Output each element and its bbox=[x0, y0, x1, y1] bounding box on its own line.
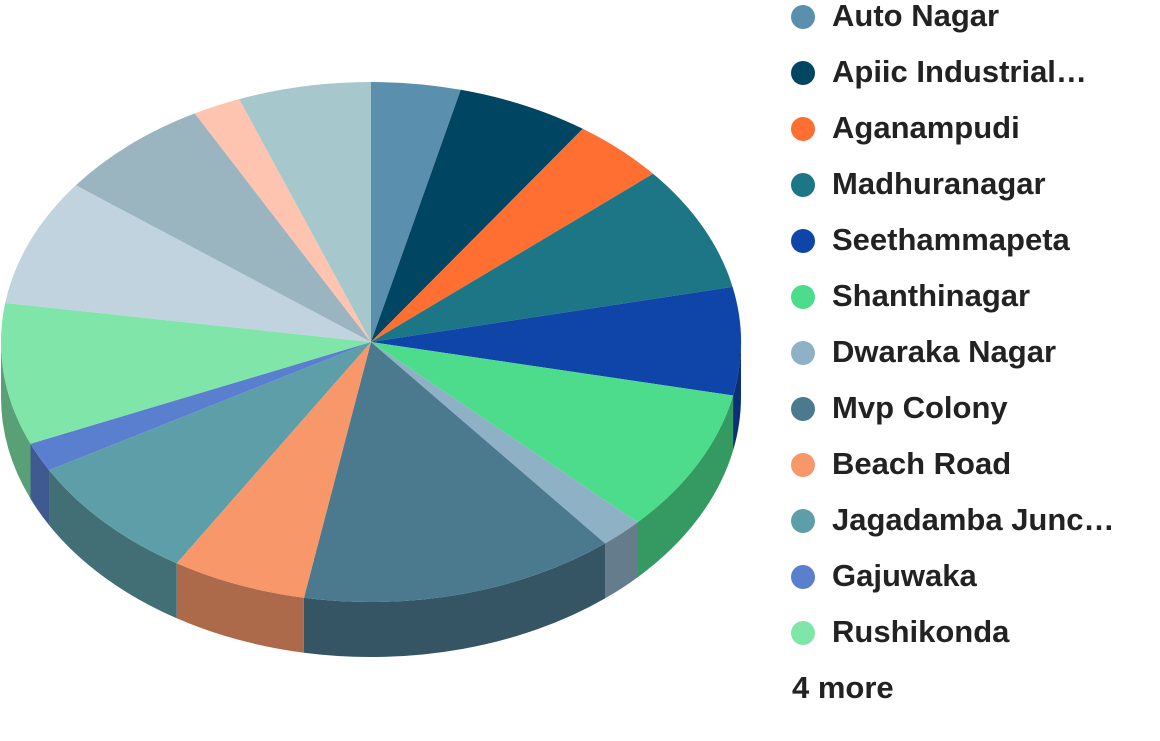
slice bbox=[371, 173, 733, 342]
slice bbox=[371, 342, 638, 544]
legend-marker bbox=[791, 229, 815, 253]
slice bbox=[371, 82, 461, 342]
legend-label: Dwaraka Nagar bbox=[832, 334, 1056, 369]
slice bbox=[49, 342, 371, 564]
slice-side bbox=[1, 342, 31, 499]
slice bbox=[0, 302, 371, 444]
legend-marker bbox=[791, 397, 815, 421]
pie-top bbox=[0, 82, 741, 602]
legend-marker bbox=[791, 565, 815, 589]
slice bbox=[75, 113, 372, 342]
legend: Auto Nagar Apiic Industrial… Aganampudi Mad… bbox=[791, 0, 1115, 705]
legend-label: Shanthinagar bbox=[832, 278, 1030, 313]
legend-marker bbox=[791, 61, 815, 85]
legend-label: Beach Road bbox=[832, 446, 1011, 481]
legend-marker bbox=[791, 621, 815, 645]
slice bbox=[176, 342, 371, 598]
pie-sides bbox=[1, 342, 741, 657]
slice bbox=[30, 342, 371, 471]
slice-side bbox=[637, 395, 734, 578]
legend-marker bbox=[791, 341, 815, 365]
legend-label: Madhuranagar bbox=[832, 166, 1046, 201]
legend-label: Auto Nagar bbox=[832, 0, 999, 33]
slice bbox=[371, 342, 734, 523]
slice-side bbox=[30, 443, 50, 526]
slice bbox=[303, 342, 606, 602]
slice bbox=[371, 286, 741, 396]
legend-marker bbox=[791, 285, 815, 309]
legend-marker bbox=[791, 509, 815, 533]
slice-side bbox=[605, 522, 638, 599]
legend-label: Mvp Colony bbox=[832, 390, 1008, 425]
slice bbox=[371, 89, 583, 342]
slice bbox=[371, 128, 654, 342]
legend-label: Apiic Industrial… bbox=[832, 54, 1087, 89]
legend-label: Jagadamba Junc… bbox=[832, 502, 1115, 537]
legend-marker bbox=[791, 117, 815, 141]
legend-more: 4 more bbox=[792, 670, 894, 705]
slice-side bbox=[733, 342, 741, 451]
slice-side bbox=[49, 470, 177, 619]
slice bbox=[239, 82, 371, 342]
slice bbox=[5, 185, 372, 342]
legend-label: Rushikonda bbox=[832, 614, 1010, 649]
slice-side bbox=[176, 563, 304, 653]
legend-marker bbox=[791, 453, 815, 477]
legend-label: Aganampudi bbox=[832, 110, 1020, 145]
slice-side bbox=[303, 543, 606, 657]
legend-label: Seethammapeta bbox=[832, 222, 1071, 257]
slice bbox=[194, 99, 371, 342]
legend-marker bbox=[791, 173, 815, 197]
legend-label: Gajuwaka bbox=[832, 558, 977, 593]
legend-marker bbox=[791, 5, 815, 29]
